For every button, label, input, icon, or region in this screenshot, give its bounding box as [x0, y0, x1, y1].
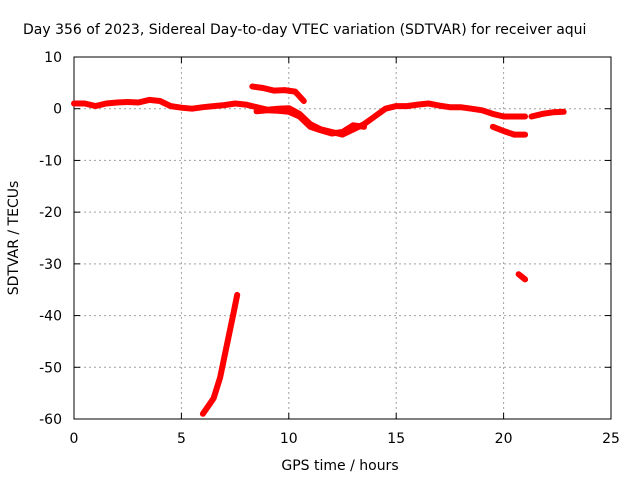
- y-tick-label: -50: [39, 360, 62, 376]
- series-main-track-b: [249, 83, 307, 104]
- y-tick-label: -60: [39, 412, 62, 428]
- x-tick-label: 15: [387, 431, 405, 447]
- series-layer: [71, 83, 567, 417]
- x-axis-label: GPS time / hours: [281, 458, 398, 474]
- series-late-track-b: [528, 108, 567, 120]
- axis-ticks: 0 5 10 15 20 25 10 0 -10 -20 -30 -40 -50 -60: [39, 50, 620, 447]
- x-tick-label: 5: [177, 431, 186, 447]
- y-axis-label: SDTVAR / TECUs: [6, 181, 22, 296]
- series-main-track-c: [253, 107, 367, 137]
- y-tick-label: 0: [53, 102, 62, 118]
- x-tick-label: 10: [280, 431, 298, 447]
- chart-title: Day 356 of 2023, Sidereal Day-to-day VTE…: [23, 22, 586, 38]
- x-tick-label: 20: [495, 431, 513, 447]
- y-tick-label: -30: [39, 257, 62, 273]
- y-tick-label: -40: [39, 309, 62, 325]
- plot-frame: [73, 56, 612, 420]
- grid-lines: [74, 57, 611, 419]
- series-late-track-a: [489, 123, 529, 138]
- y-tick-label: 10: [44, 50, 62, 66]
- y-tick-label: -10: [39, 153, 62, 169]
- series-isolated-segment: [515, 271, 529, 283]
- x-tick-label: 0: [70, 431, 79, 447]
- y-tick-label: -20: [39, 205, 62, 221]
- series-steep-rise: [199, 291, 241, 417]
- x-tick-label: 25: [602, 431, 620, 447]
